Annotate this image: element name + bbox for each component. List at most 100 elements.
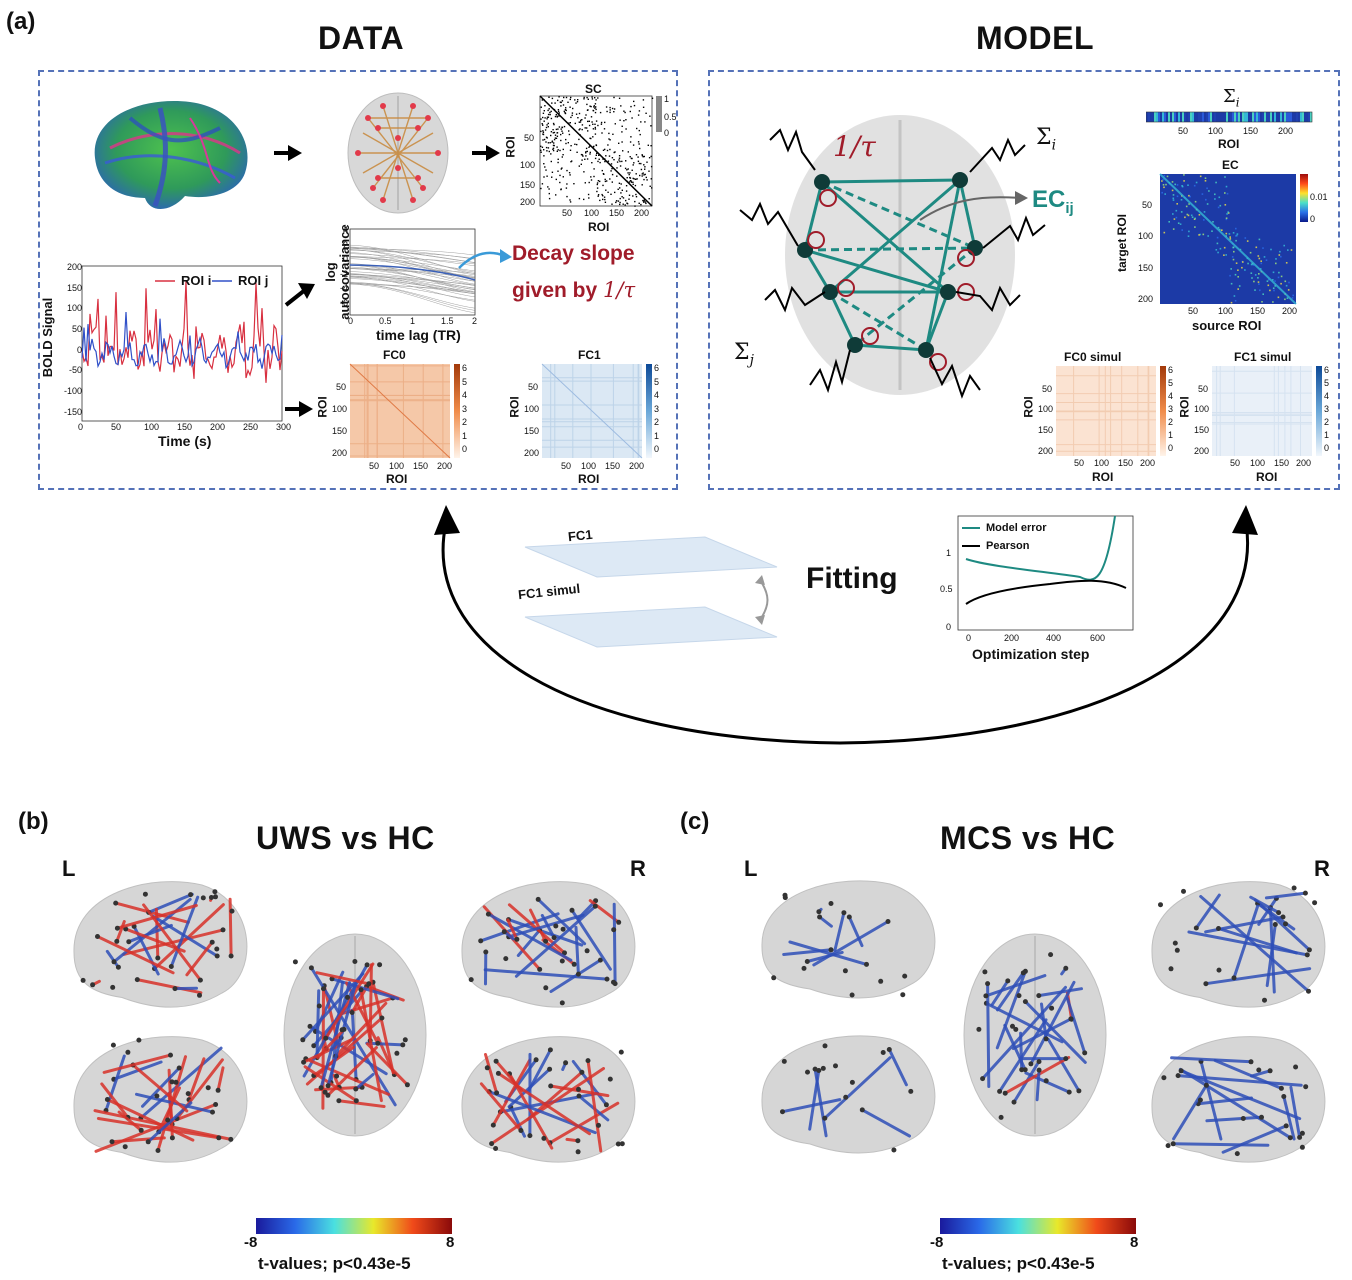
sigma-cell <box>1250 112 1252 122</box>
roi-node <box>122 1144 128 1150</box>
roi-node <box>173 1079 179 1085</box>
sc-cell <box>558 96 560 98</box>
sc-cell <box>570 116 572 119</box>
sc-cell <box>622 203 624 205</box>
ec-cell <box>1238 285 1241 287</box>
ec-cell <box>1233 250 1235 253</box>
roi-node <box>115 964 121 970</box>
roi-node <box>377 962 383 968</box>
sc-cell <box>613 159 615 161</box>
roi-node <box>543 985 549 991</box>
structural-network-brain-image <box>347 92 449 214</box>
sc-cell <box>595 144 598 147</box>
roi-node <box>366 981 372 987</box>
sc-cell <box>553 131 556 134</box>
roi-node <box>782 892 788 898</box>
sc-cell <box>564 109 567 111</box>
roi-node <box>301 1059 307 1065</box>
sigma-cell <box>1200 112 1202 122</box>
sigma-cell <box>1184 112 1186 122</box>
connectivity-edge <box>304 1057 390 1096</box>
ec-cell <box>1217 206 1220 209</box>
ec-cell <box>1258 238 1261 241</box>
sc-cell <box>610 163 613 165</box>
tick-label: 2 <box>342 239 348 250</box>
sc-cell <box>590 176 592 178</box>
sc-cell <box>584 182 586 184</box>
sc-cell <box>614 191 616 194</box>
ec-cell <box>1291 297 1294 299</box>
sc-cell <box>640 168 643 171</box>
tick-label: 6 <box>1324 365 1330 375</box>
sc-cell <box>596 190 598 193</box>
sigma-cell <box>1298 112 1300 122</box>
sc-cell <box>594 157 597 160</box>
roi-node <box>485 911 491 917</box>
connectivity-edge <box>100 1082 130 1119</box>
sc-cell <box>619 165 622 167</box>
roi-node <box>1299 1144 1305 1150</box>
sc-cell <box>591 121 593 123</box>
sc-cell <box>592 136 594 138</box>
sc-cell <box>593 168 595 170</box>
roi-node <box>154 1093 160 1099</box>
connectivity-edge <box>319 981 351 1090</box>
roi-node <box>1267 1068 1273 1074</box>
roi-node <box>110 1042 116 1048</box>
sc-cell <box>619 201 621 204</box>
ec-cell <box>1269 289 1271 292</box>
sigma-bar-symbol: Σ <box>1223 86 1236 107</box>
sc-xlabel: ROI <box>588 220 610 234</box>
fc1s-xtick: 100 <box>1250 458 1266 468</box>
sc-cell <box>599 111 602 114</box>
sigma-cell <box>1152 112 1154 122</box>
sc-cell <box>608 155 611 157</box>
sc-cell <box>549 113 551 116</box>
roi-node <box>1043 1036 1049 1042</box>
sc-cell <box>604 121 606 124</box>
roi-node <box>134 977 140 983</box>
sc-cell <box>575 102 577 104</box>
sc-cell <box>603 196 606 198</box>
sc-cell <box>551 140 554 142</box>
sc-cell <box>592 123 594 125</box>
roi-node <box>1076 1088 1082 1094</box>
sc-cell <box>570 145 572 147</box>
sigma-cell <box>1310 112 1312 122</box>
connectivity-edge <box>105 949 120 969</box>
ec-cell <box>1272 279 1274 281</box>
ec-cell <box>1162 184 1165 186</box>
sc-cell <box>557 109 560 111</box>
ec-cell <box>1225 185 1228 188</box>
ec-cell <box>1180 199 1183 201</box>
sc-cell <box>619 187 621 189</box>
sc-cell <box>596 152 598 155</box>
sigma-bar-title: Σi <box>1223 86 1240 110</box>
sc-cell <box>633 162 635 164</box>
sc-cell <box>566 183 568 185</box>
connectivity-edge <box>812 920 890 967</box>
tick-label: 3 <box>462 403 468 414</box>
sc-cell <box>616 167 618 169</box>
sc-ytick: 50 <box>524 133 535 143</box>
sc-cell <box>589 153 591 155</box>
ec-cell <box>1184 216 1186 219</box>
sigma-cell <box>1162 112 1164 122</box>
sigma-cell <box>1236 112 1238 122</box>
fitting-label: Fitting <box>806 562 898 595</box>
tick-label: 0 <box>76 344 82 355</box>
roi-node <box>114 925 120 931</box>
sc-cell <box>564 112 567 115</box>
ec-ij-label: ECij <box>1032 186 1074 217</box>
fc1-simul-title: FC1 simul <box>1234 350 1292 364</box>
panel-b-cbar-label: t-values; p<0.43e-5 <box>258 1254 411 1273</box>
tick-label: -4 <box>339 283 348 293</box>
roi-node <box>1158 902 1163 908</box>
sc-cell <box>586 127 588 129</box>
sc-cell <box>591 98 594 100</box>
ec-cell <box>1175 209 1178 212</box>
roi-node <box>822 1115 828 1121</box>
connectivity-edge <box>1204 967 1312 986</box>
fc0-cbar-ticks: 6 5 4 3 2 1 0 <box>462 362 467 457</box>
roi-node <box>878 978 884 984</box>
